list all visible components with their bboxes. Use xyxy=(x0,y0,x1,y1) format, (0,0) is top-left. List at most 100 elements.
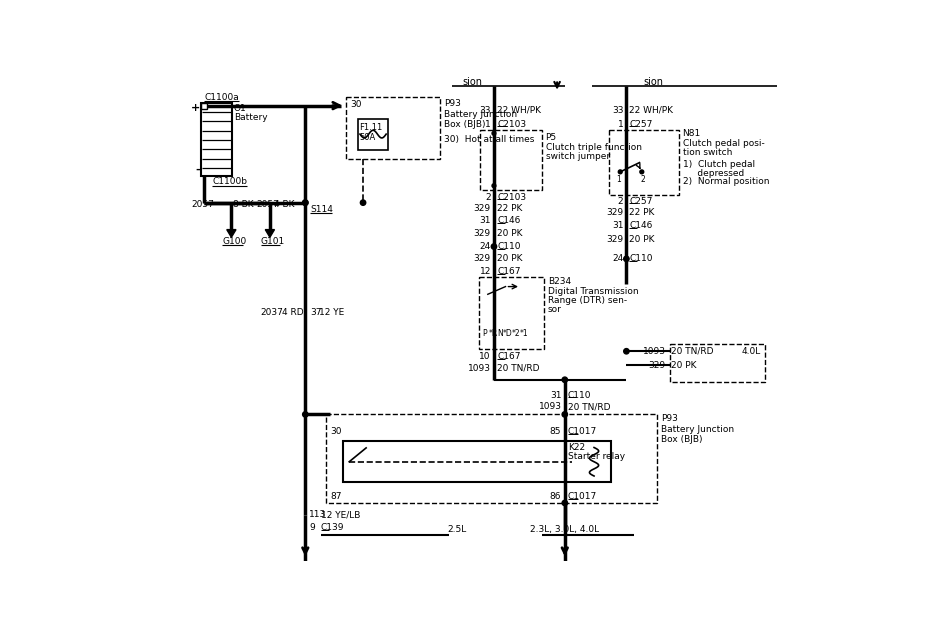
Text: 2037: 2037 xyxy=(260,308,284,318)
Text: C1017: C1017 xyxy=(568,427,597,436)
Circle shape xyxy=(562,500,567,506)
Circle shape xyxy=(562,377,567,382)
Text: C257: C257 xyxy=(629,197,653,205)
Text: 12: 12 xyxy=(479,268,491,277)
Bar xyxy=(669,343,765,382)
Text: C146: C146 xyxy=(497,216,520,225)
Text: 20 PK: 20 PK xyxy=(671,360,696,370)
Text: 1093: 1093 xyxy=(468,364,491,373)
Text: 20 TN/RD: 20 TN/RD xyxy=(497,364,540,373)
Text: Starter relay: Starter relay xyxy=(568,452,625,461)
Text: sor: sor xyxy=(548,305,562,314)
Text: 33: 33 xyxy=(479,106,491,115)
Text: 33: 33 xyxy=(612,106,623,115)
Text: sion: sion xyxy=(463,77,482,87)
Text: 1093: 1093 xyxy=(642,346,666,356)
Circle shape xyxy=(302,200,308,205)
Bar xyxy=(609,130,679,195)
Text: C2103: C2103 xyxy=(497,120,527,129)
Text: 4.0L: 4.0L xyxy=(742,346,761,356)
Text: C257: C257 xyxy=(629,120,653,129)
Text: *D: *D xyxy=(503,329,513,338)
Text: 24: 24 xyxy=(612,255,623,263)
Text: 1: 1 xyxy=(485,120,491,129)
Text: C1100b: C1100b xyxy=(212,178,248,186)
Text: 2: 2 xyxy=(641,175,646,184)
Text: 30: 30 xyxy=(350,100,362,110)
Circle shape xyxy=(491,244,497,249)
Text: 329: 329 xyxy=(474,204,491,214)
Text: 20 PK: 20 PK xyxy=(497,229,523,238)
Text: C110: C110 xyxy=(629,255,653,263)
Text: +: + xyxy=(191,103,200,113)
Text: O1: O1 xyxy=(234,104,247,113)
Text: C146: C146 xyxy=(629,221,653,230)
Text: C110: C110 xyxy=(568,391,591,399)
Bar xyxy=(346,97,440,159)
Text: 4 RD: 4 RD xyxy=(282,308,304,318)
Text: 113: 113 xyxy=(309,510,326,519)
Text: 9: 9 xyxy=(309,523,315,532)
Text: 2: 2 xyxy=(617,197,623,205)
Text: 10: 10 xyxy=(479,352,491,361)
Text: Battery Junction: Battery Junction xyxy=(444,110,517,118)
Text: 12 YE/LB: 12 YE/LB xyxy=(321,510,360,519)
Text: *R: *R xyxy=(489,329,498,338)
Text: C110: C110 xyxy=(497,242,521,251)
Text: C2103: C2103 xyxy=(497,193,527,202)
Text: N81: N81 xyxy=(682,129,701,138)
Text: 2057: 2057 xyxy=(256,200,279,209)
Bar xyxy=(480,130,541,190)
Text: 30)  Hot at all times: 30) Hot at all times xyxy=(444,135,534,144)
Text: Clutch pedal posi-: Clutch pedal posi- xyxy=(682,139,765,148)
Text: Battery: Battery xyxy=(234,113,267,122)
Circle shape xyxy=(562,412,567,417)
Text: 8 BK: 8 BK xyxy=(233,200,254,209)
Text: Digital Transmission: Digital Transmission xyxy=(548,287,639,295)
Text: 329: 329 xyxy=(649,360,666,370)
Text: C1017: C1017 xyxy=(568,492,597,501)
Bar xyxy=(200,103,207,110)
Text: 1: 1 xyxy=(616,175,621,184)
Text: G100: G100 xyxy=(222,237,247,246)
Text: Range (DTR) sen-: Range (DTR) sen- xyxy=(548,296,627,305)
Text: Battery Junction: Battery Junction xyxy=(661,425,734,434)
Text: 329: 329 xyxy=(606,235,623,244)
Text: C167: C167 xyxy=(497,352,521,361)
Text: switch jumper: switch jumper xyxy=(546,152,610,161)
Text: 329: 329 xyxy=(606,208,623,217)
Bar xyxy=(358,118,388,149)
Text: 86: 86 xyxy=(550,492,561,501)
Text: C167: C167 xyxy=(497,268,521,277)
Circle shape xyxy=(361,200,366,205)
Bar xyxy=(200,103,232,176)
Text: G101: G101 xyxy=(260,237,285,246)
Text: K22: K22 xyxy=(568,443,585,452)
Text: P: P xyxy=(482,329,487,338)
Bar xyxy=(326,415,657,503)
Text: 37: 37 xyxy=(311,308,323,318)
Text: 329: 329 xyxy=(474,255,491,263)
Circle shape xyxy=(640,170,643,174)
Text: 20 TN/RD: 20 TN/RD xyxy=(671,346,714,356)
Text: depressed: depressed xyxy=(682,169,743,178)
Text: 31: 31 xyxy=(612,221,623,230)
Circle shape xyxy=(618,170,622,174)
Text: 329: 329 xyxy=(474,229,491,238)
Circle shape xyxy=(492,132,496,135)
Text: 20 PK: 20 PK xyxy=(497,255,523,263)
Text: P93: P93 xyxy=(444,99,461,108)
Circle shape xyxy=(302,412,308,417)
Bar xyxy=(478,277,544,349)
Text: 31: 31 xyxy=(479,216,491,225)
Text: 50A: 50A xyxy=(359,133,375,142)
Text: 85: 85 xyxy=(550,427,561,436)
Text: 4 BK: 4 BK xyxy=(273,200,294,209)
Text: F1.11: F1.11 xyxy=(359,123,383,132)
Text: sion: sion xyxy=(643,77,664,87)
Text: 31: 31 xyxy=(551,391,562,399)
Text: 22 PK: 22 PK xyxy=(629,208,654,217)
Text: *2: *2 xyxy=(512,329,520,338)
Text: B234: B234 xyxy=(548,277,571,285)
Text: tion switch: tion switch xyxy=(682,148,732,157)
